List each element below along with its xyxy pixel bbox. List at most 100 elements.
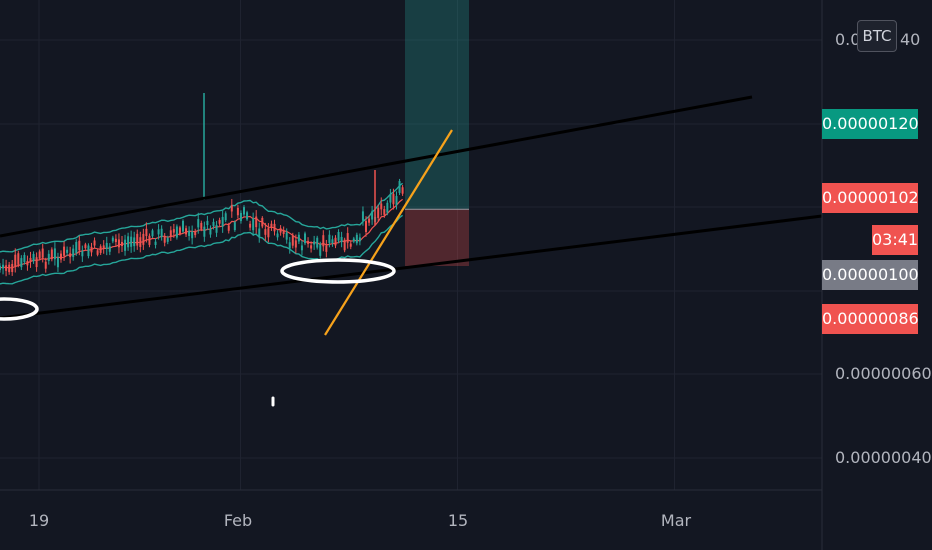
candle-body xyxy=(96,250,99,255)
candle-body xyxy=(246,212,249,220)
stop-price-label: 0.00000086 xyxy=(822,304,919,334)
candle-body xyxy=(47,253,50,261)
candle-body xyxy=(371,211,374,220)
candle-body xyxy=(209,228,212,235)
candle-body xyxy=(0,265,1,270)
candle-body xyxy=(44,261,47,269)
candle-body xyxy=(392,193,395,205)
candle-body xyxy=(148,235,151,245)
candle-body xyxy=(252,218,255,231)
upper-channel-line xyxy=(0,95,753,238)
candle-body xyxy=(212,221,215,227)
candle-body xyxy=(105,242,108,249)
candle-body xyxy=(389,194,392,203)
current-price-label: 0.00000100 xyxy=(822,260,919,290)
candle-body xyxy=(38,251,41,259)
candle-body xyxy=(319,244,322,256)
candle-body xyxy=(133,237,136,247)
candle-body xyxy=(75,241,78,254)
time-tick-15: 15 xyxy=(447,511,469,530)
candle-body xyxy=(279,228,282,233)
candle-body xyxy=(346,233,349,243)
candle-body xyxy=(304,233,306,244)
candle-body xyxy=(200,222,203,229)
candle-body xyxy=(60,253,62,260)
candle-body xyxy=(227,225,230,231)
candle-body xyxy=(108,246,111,252)
position-zones xyxy=(405,0,469,266)
candle-body xyxy=(87,245,90,257)
breakout-line xyxy=(324,129,453,336)
candle-body xyxy=(69,253,72,258)
highlight-ellipse xyxy=(0,297,39,321)
candle-body xyxy=(114,238,117,243)
candle-body xyxy=(111,237,114,242)
candle-body xyxy=(145,228,148,237)
candle-body xyxy=(398,181,401,193)
drawings xyxy=(0,95,823,407)
candle-body xyxy=(5,265,8,271)
candle-body xyxy=(99,246,102,253)
candle-body xyxy=(322,235,325,247)
candle-body xyxy=(325,245,328,252)
candle-body xyxy=(188,230,191,236)
candle-body xyxy=(352,238,355,242)
candle-body xyxy=(72,248,75,257)
candle-body xyxy=(206,220,209,226)
candle-body xyxy=(17,253,20,265)
candle-body xyxy=(166,238,169,242)
candle-body xyxy=(261,217,264,227)
candle-body xyxy=(102,245,105,249)
candle-body xyxy=(294,240,297,248)
candle-body xyxy=(8,264,11,273)
candle-body xyxy=(32,254,35,262)
candle-body xyxy=(185,228,188,235)
candle-body xyxy=(358,237,361,242)
candle-body xyxy=(236,207,239,216)
candle-body xyxy=(349,243,352,247)
candle-body xyxy=(90,246,93,253)
highlight-ellipse xyxy=(280,258,396,284)
candle-body xyxy=(331,239,334,244)
candle-body xyxy=(29,257,32,262)
candle-body xyxy=(285,232,288,240)
candle-body xyxy=(233,222,236,231)
candle-body xyxy=(130,236,133,247)
price-tick-60: 0.00000060 xyxy=(835,364,932,383)
candle-body xyxy=(163,236,166,243)
candle-body xyxy=(121,241,123,247)
candle-body xyxy=(215,225,218,233)
candle-body xyxy=(41,248,44,258)
candle-body xyxy=(26,260,29,266)
entry-price-label: 0.00000102 xyxy=(822,183,919,213)
candle-body xyxy=(117,239,120,248)
candle-body xyxy=(169,230,172,237)
candle-body xyxy=(172,229,175,233)
candle-body xyxy=(343,239,346,251)
price-tick-partial: 0.0 xyxy=(835,30,861,49)
candle-body xyxy=(136,233,139,246)
candle-body xyxy=(276,233,279,238)
candle-body xyxy=(340,236,343,243)
candle-body xyxy=(255,216,258,228)
price-tick-40: 40 xyxy=(900,30,921,49)
candle-body xyxy=(221,216,224,227)
candle-body xyxy=(249,223,252,228)
candles xyxy=(0,93,404,277)
candle-body xyxy=(365,221,367,232)
candle-body xyxy=(337,231,340,241)
candle-body xyxy=(383,208,386,215)
candle-body xyxy=(273,223,276,232)
candle-body xyxy=(377,207,380,218)
candle-body xyxy=(300,245,303,251)
candle-body xyxy=(203,226,206,237)
candle-body xyxy=(307,240,310,244)
candle-body xyxy=(191,231,194,239)
ticker-badge[interactable]: BTC xyxy=(857,20,897,52)
candle-body xyxy=(313,241,316,245)
candle-body xyxy=(361,211,364,221)
candle-body xyxy=(395,195,398,206)
candle-body xyxy=(50,249,53,260)
candle-body xyxy=(66,249,69,253)
